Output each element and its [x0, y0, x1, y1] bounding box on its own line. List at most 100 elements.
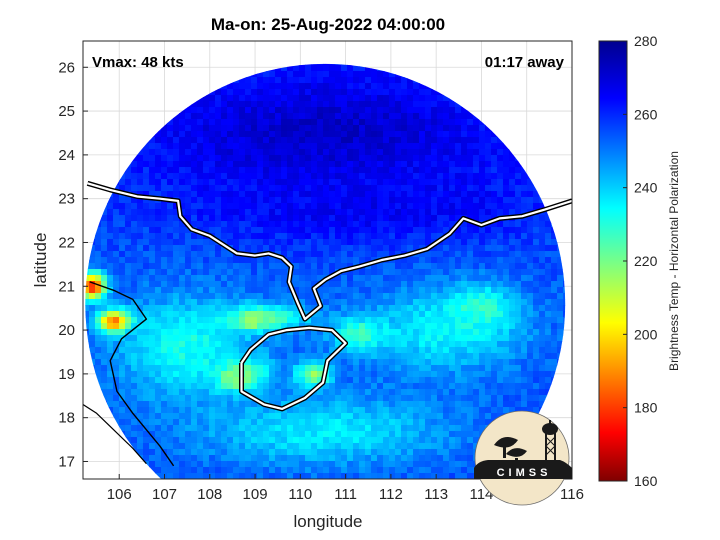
- heatmap-cell: [269, 299, 276, 306]
- heatmap-cell: [425, 395, 432, 402]
- heatmap-cell: [425, 347, 432, 354]
- heatmap-cell: [443, 293, 450, 300]
- heatmap-cell: [545, 341, 552, 348]
- heatmap-cell: [143, 287, 150, 294]
- heatmap-cell: [449, 287, 456, 294]
- heatmap-cell: [131, 311, 138, 318]
- heatmap-cell: [197, 239, 204, 246]
- heatmap-cell: [341, 335, 348, 342]
- heatmap-cell: [95, 347, 102, 354]
- heatmap-cell: [263, 275, 270, 282]
- heatmap-cell: [341, 293, 348, 300]
- heatmap-cell: [89, 263, 96, 270]
- heatmap-cell: [425, 149, 432, 156]
- heatmap-cell: [377, 131, 384, 138]
- heatmap-cell: [287, 113, 294, 120]
- heatmap-cell: [437, 377, 444, 384]
- heatmap-cell: [479, 263, 486, 270]
- heatmap-cell: [419, 311, 426, 318]
- heatmap-cell: [551, 299, 558, 306]
- heatmap-cell: [479, 185, 486, 192]
- heatmap-cell: [449, 395, 456, 402]
- heatmap-cell: [383, 401, 390, 408]
- heatmap-cell: [329, 107, 336, 114]
- heatmap-cell: [155, 233, 162, 240]
- heatmap-cell: [437, 293, 444, 300]
- heatmap-cell: [311, 95, 318, 102]
- heatmap-cell: [347, 257, 354, 264]
- heatmap-cell: [239, 245, 246, 252]
- heatmap-cell: [533, 215, 540, 222]
- heatmap-cell: [539, 215, 546, 222]
- heatmap-cell: [155, 173, 162, 180]
- heatmap-cell: [455, 335, 462, 342]
- heatmap-cell: [227, 347, 234, 354]
- heatmap-cell: [215, 305, 222, 312]
- heatmap-cell: [443, 353, 450, 360]
- heatmap-cell: [233, 335, 240, 342]
- heatmap-cell: [107, 353, 114, 360]
- heatmap-cell: [509, 335, 516, 342]
- heatmap-cell: [329, 179, 336, 186]
- heatmap-cell: [233, 341, 240, 348]
- heatmap-cell: [227, 125, 234, 132]
- heatmap-cell: [113, 287, 120, 294]
- heatmap-cell: [467, 305, 474, 312]
- heatmap-cell: [335, 77, 342, 84]
- heatmap-cell: [215, 263, 222, 270]
- heatmap-cell: [389, 131, 396, 138]
- heatmap-cell: [263, 299, 270, 306]
- heatmap-cell: [503, 287, 510, 294]
- heatmap-cell: [329, 359, 336, 366]
- heatmap-cell: [341, 107, 348, 114]
- heatmap-cell: [155, 191, 162, 198]
- heatmap-cell: [377, 221, 384, 228]
- heatmap-cell: [479, 257, 486, 264]
- heatmap-cell: [215, 293, 222, 300]
- heatmap-cell: [269, 239, 276, 246]
- heatmap-cell: [203, 257, 210, 264]
- heatmap-cell: [521, 311, 528, 318]
- heatmap-cell: [227, 113, 234, 120]
- heatmap-cell: [437, 143, 444, 150]
- heatmap-cell: [455, 281, 462, 288]
- heatmap-cell: [317, 287, 324, 294]
- heatmap-cell: [281, 383, 288, 390]
- heatmap-cell: [227, 143, 234, 150]
- heatmap-cell: [359, 287, 366, 294]
- heatmap-cell: [371, 269, 378, 276]
- heatmap-cell: [395, 107, 402, 114]
- heatmap-cell: [323, 389, 330, 396]
- heatmap-cell: [257, 221, 264, 228]
- heatmap-cell: [155, 179, 162, 186]
- heatmap-cell: [293, 125, 300, 132]
- heatmap-cell: [407, 191, 414, 198]
- heatmap-cell: [335, 125, 342, 132]
- heatmap-cell: [287, 233, 294, 240]
- heatmap-cell: [497, 233, 504, 240]
- heatmap-cell: [161, 329, 168, 336]
- heatmap-cell: [347, 137, 354, 144]
- heatmap-cell: [377, 83, 384, 90]
- heatmap-cell: [353, 71, 360, 78]
- heatmap-cell: [413, 131, 420, 138]
- heatmap-cell: [125, 257, 132, 264]
- heatmap-cell: [425, 329, 432, 336]
- heatmap-cell: [479, 143, 486, 150]
- heatmap-cell: [257, 347, 264, 354]
- heatmap-cell: [413, 269, 420, 276]
- heatmap-cell: [341, 83, 348, 90]
- heatmap-cell: [461, 161, 468, 168]
- heatmap-cell: [425, 227, 432, 234]
- heatmap-cell: [293, 167, 300, 174]
- heatmap-cell: [263, 269, 270, 276]
- heatmap-cell: [359, 203, 366, 210]
- heatmap-cell: [473, 179, 480, 186]
- heatmap-cell: [281, 335, 288, 342]
- heatmap-cell: [335, 323, 342, 330]
- heatmap-cell: [227, 215, 234, 222]
- heatmap-cell: [359, 167, 366, 174]
- heatmap-cell: [347, 305, 354, 312]
- heatmap-cell: [413, 239, 420, 246]
- heatmap-cell: [149, 389, 156, 396]
